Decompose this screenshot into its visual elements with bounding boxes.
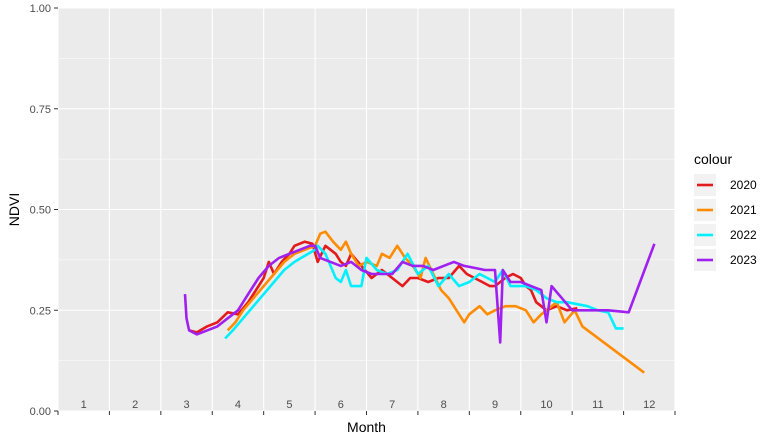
x-tick-label: 6 (338, 399, 344, 411)
x-tick-label: 12 (643, 399, 655, 411)
y-tick-label: 0.25 (30, 305, 51, 317)
y-tick-label: 0.00 (30, 406, 51, 418)
y-tick-label: 0.50 (30, 205, 51, 217)
series-line-2021 (226, 230, 645, 374)
x-axis: 1 2 3 4 5 6 7 8 9 10 11 12 (57, 399, 676, 415)
y-tick-label: 1.00 (30, 3, 51, 15)
legend-label: 2020 (730, 178, 757, 192)
series-line-2023 (183, 243, 656, 344)
x-tick-label: 9 (492, 399, 498, 411)
x-tick-label: 4 (235, 399, 241, 411)
y-tick-label: 0.75 (30, 104, 51, 116)
series-lines (183, 230, 656, 374)
x-tick-label: 8 (441, 399, 447, 411)
legend-label: 2021 (730, 203, 757, 217)
series-line-2020 (188, 240, 578, 334)
x-tick-label: 1 (81, 399, 87, 411)
legend: colour 2020 2021 2022 2023 (694, 151, 757, 271)
x-tick-label: 3 (183, 399, 189, 411)
x-tick-label: 11 (592, 399, 603, 411)
x-axis-title: Month (347, 419, 386, 435)
legend-label: 2022 (730, 228, 757, 242)
series-line-2022 (224, 244, 624, 340)
x-tick-label: 10 (540, 399, 552, 411)
y-axis-title: NDVI (6, 193, 22, 226)
y-axis: 0.00 0.25 0.50 0.75 1.00 (30, 3, 58, 418)
legend-items: 2020 2021 2022 2023 (694, 174, 757, 271)
x-tick-label: 7 (389, 399, 395, 411)
legend-title: colour (694, 151, 732, 167)
x-tick-label: 5 (286, 399, 292, 411)
x-tick-label: 2 (132, 399, 138, 411)
legend-label: 2023 (730, 253, 757, 267)
